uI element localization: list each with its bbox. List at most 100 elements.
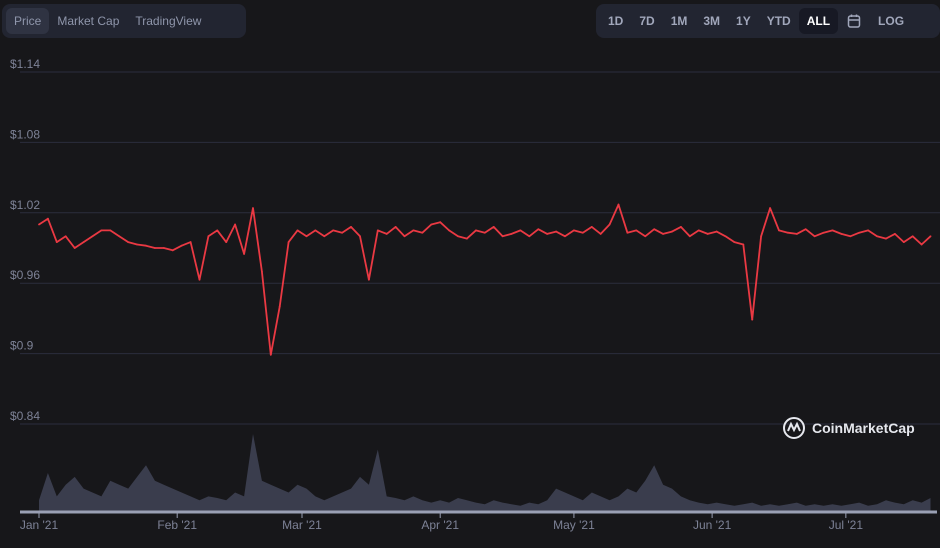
price-point xyxy=(742,243,745,246)
price-point xyxy=(448,229,451,232)
price-point xyxy=(555,230,557,233)
price-point xyxy=(902,241,905,244)
price-point xyxy=(510,233,513,235)
range-3m-button[interactable]: 3M xyxy=(703,14,721,28)
price-point xyxy=(198,278,201,281)
price-point xyxy=(697,229,700,232)
tab-price[interactable]: Price xyxy=(6,8,50,34)
price-point xyxy=(867,229,870,232)
price-point xyxy=(252,207,254,210)
y-tick-label: $0.96 xyxy=(10,268,40,282)
price-point xyxy=(911,235,914,238)
price-point xyxy=(795,233,798,235)
price-point xyxy=(483,231,486,234)
calendar-icon[interactable] xyxy=(838,7,870,35)
x-tick-label: Jun '21 xyxy=(693,518,732,532)
price-point xyxy=(225,241,228,244)
price-point xyxy=(403,235,406,238)
price-point xyxy=(858,231,861,234)
volume-area xyxy=(39,434,931,512)
price-point xyxy=(608,223,611,226)
tab-market-cap[interactable]: Market Cap xyxy=(57,14,120,28)
price-point xyxy=(118,235,121,238)
price-point xyxy=(492,225,495,228)
price-point xyxy=(73,247,76,249)
price-point xyxy=(216,229,219,232)
price-point xyxy=(840,233,843,235)
price-point xyxy=(457,235,459,238)
price-point xyxy=(154,247,156,249)
y-tick-label: $0.9 xyxy=(10,339,34,353)
price-point xyxy=(127,241,130,244)
price-point xyxy=(813,235,816,238)
price-point xyxy=(439,221,442,224)
price-point xyxy=(412,229,415,232)
price-point xyxy=(501,235,504,238)
price-point xyxy=(260,270,263,273)
price-point xyxy=(180,244,183,247)
x-tick-label: Apr '21 xyxy=(421,518,459,532)
y-tick-label: $0.84 xyxy=(10,409,40,423)
price-point xyxy=(929,235,932,238)
x-tick-label: Feb '21 xyxy=(157,518,197,532)
price-point xyxy=(385,233,388,235)
price-point xyxy=(207,235,210,238)
price-point xyxy=(367,278,370,281)
range-1m-button[interactable]: 1M xyxy=(670,14,688,28)
range-selector: 1D 7D 1M 3M 1Y YTD ALL LOG xyxy=(596,4,940,38)
price-point xyxy=(243,252,245,255)
price-point xyxy=(189,241,192,244)
price-point xyxy=(100,229,103,232)
price-point xyxy=(760,235,763,238)
price-point xyxy=(323,235,326,238)
price-point xyxy=(287,241,290,244)
price-point xyxy=(724,235,727,238)
price-point xyxy=(421,231,424,234)
price-point xyxy=(733,241,736,244)
price-point xyxy=(635,229,638,232)
y-tick-label: $1.02 xyxy=(10,198,40,212)
y-tick-label: $1.08 xyxy=(10,127,40,141)
price-point xyxy=(706,233,709,235)
range-all-button[interactable]: ALL xyxy=(798,8,839,34)
price-point xyxy=(831,229,834,232)
log-scale-button[interactable]: LOG xyxy=(878,14,905,28)
price-point xyxy=(91,235,94,238)
price-point xyxy=(47,217,49,220)
price-point xyxy=(55,241,58,244)
price-point xyxy=(715,230,718,233)
price-point xyxy=(564,235,566,238)
price-point xyxy=(822,231,825,234)
brand-logo: CoinMarketCap xyxy=(782,416,915,440)
price-point xyxy=(314,229,317,232)
price-point xyxy=(162,247,165,249)
chart-type-tabs: Price Market Cap TradingView xyxy=(2,4,246,38)
tab-tradingview[interactable]: TradingView xyxy=(135,14,202,28)
price-point xyxy=(778,229,780,232)
price-point xyxy=(38,223,40,226)
price-point xyxy=(171,249,174,252)
price-point xyxy=(82,241,85,244)
range-ytd-button[interactable]: YTD xyxy=(766,14,791,28)
range-1y-button[interactable]: 1Y xyxy=(736,14,751,28)
y-tick-label: $1.14 xyxy=(10,57,40,71)
price-point xyxy=(474,229,477,232)
price-point xyxy=(751,318,754,321)
coinmarketcap-icon xyxy=(783,417,805,439)
price-point xyxy=(278,305,281,308)
price-point xyxy=(876,235,878,238)
price-point xyxy=(581,231,584,234)
price-point xyxy=(394,225,397,228)
range-1d-button[interactable]: 1D xyxy=(608,14,624,28)
price-point xyxy=(653,228,656,231)
price-point xyxy=(136,243,138,246)
price-point xyxy=(920,243,923,246)
price-point xyxy=(537,228,540,231)
brand-name: CoinMarketCap xyxy=(812,420,915,436)
range-7d-button[interactable]: 7D xyxy=(639,14,655,28)
price-point xyxy=(546,233,549,235)
x-tick-label: May '21 xyxy=(553,518,595,532)
price-point xyxy=(662,233,664,235)
price-point xyxy=(332,229,335,232)
